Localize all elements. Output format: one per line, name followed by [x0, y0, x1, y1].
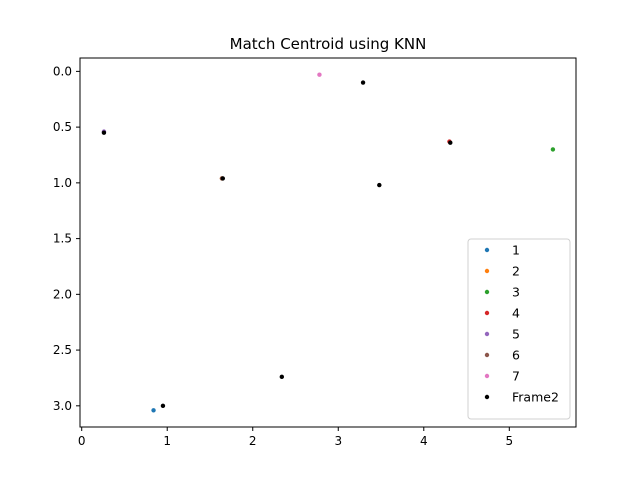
data-point-frame2-2 — [101, 130, 107, 135]
legend-marker — [484, 394, 490, 400]
legend-label: Frame2 — [512, 390, 559, 405]
data-point-frame2-7 — [160, 403, 166, 409]
legend-marker — [484, 373, 490, 379]
y-axis-ticks: 0.0 0.5 1.0 1.5 2.0 2.5 3.0 — [53, 64, 80, 413]
y-tick-label: 2.5 — [53, 343, 72, 357]
x-axis-ticks: 0 1 2 3 4 5 — [78, 427, 513, 448]
legend: 1 2 3 4 5 6 7 Frame2 — [467, 238, 571, 420]
legend-marker — [484, 247, 490, 253]
legend-label: 4 — [512, 306, 520, 321]
legend-label: 1 — [512, 243, 520, 258]
legend-label: 6 — [512, 348, 520, 363]
legend-marker — [484, 289, 490, 295]
legend-marker — [484, 268, 490, 274]
y-tick-label: 1.5 — [53, 232, 72, 246]
x-tick-label: 5 — [505, 434, 513, 448]
y-tick-label: 3.0 — [53, 399, 72, 413]
legend-marker — [484, 331, 490, 337]
legend-label: 3 — [512, 285, 520, 300]
x-tick-label: 2 — [249, 434, 257, 448]
chart-title: Match Centroid using KNN — [230, 35, 427, 53]
data-point-1-1 — [151, 408, 156, 413]
plot-area-frame — [79, 57, 577, 428]
y-tick-label: 0.5 — [53, 120, 72, 134]
x-tick-label: 1 — [163, 434, 171, 448]
x-tick-label: 4 — [420, 434, 428, 448]
legend-marker — [484, 310, 490, 316]
data-point-frame2-1 — [360, 80, 366, 85]
data-point-frame2-3 — [448, 140, 453, 145]
y-tick-label: 1.0 — [53, 176, 72, 190]
data-point-frame2-6 — [279, 374, 285, 380]
y-tick-label: 0.0 — [53, 64, 72, 78]
legend-box — [467, 238, 571, 420]
legend-label: 7 — [512, 369, 520, 384]
y-tick-label: 2.0 — [53, 287, 72, 301]
data-points — [101, 72, 556, 413]
x-tick-label: 3 — [334, 434, 342, 448]
data-point-7-1 — [317, 72, 322, 77]
data-point-3-1 — [550, 147, 556, 152]
legend-label: 5 — [512, 327, 520, 342]
legend-label: 2 — [512, 264, 520, 279]
x-tick-label: 0 — [78, 434, 86, 448]
data-point-frame2-5 — [377, 182, 382, 188]
legend-marker — [484, 352, 490, 358]
data-point-frame2-4 — [220, 176, 226, 181]
